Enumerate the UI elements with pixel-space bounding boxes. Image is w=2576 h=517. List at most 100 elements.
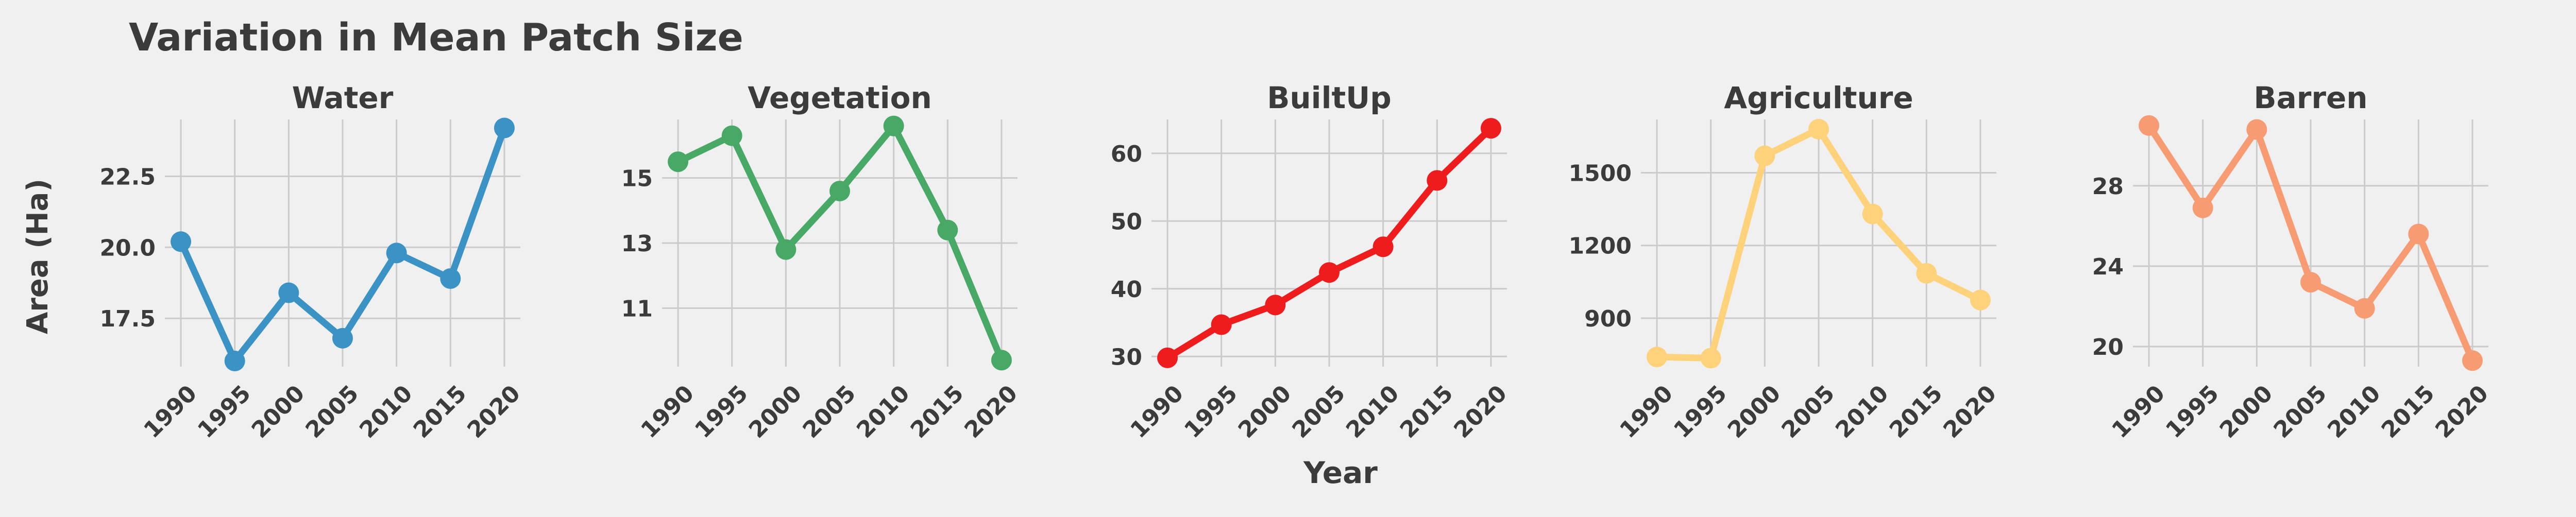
y-tick-label: 900 <box>1584 306 1632 332</box>
x-tick-label: 2005 <box>1776 380 1840 443</box>
x-tick-label: 2020 <box>462 380 526 443</box>
x-tick-label: 2005 <box>1287 380 1350 443</box>
data-point <box>1211 314 1232 335</box>
data-point <box>1862 203 1883 225</box>
x-tick-label: 1990 <box>1615 380 1678 443</box>
data-point <box>1372 236 1394 257</box>
data-point <box>1265 295 1286 316</box>
x-tick-label: 2015 <box>1885 380 1948 443</box>
x-tick-label: 1995 <box>690 380 753 443</box>
y-tick-label: 1500 <box>1569 161 1632 187</box>
panel-title: Barren <box>2253 80 2367 115</box>
x-tick-label: 1995 <box>1669 380 1732 443</box>
y-tick-label: 60 <box>1111 141 1142 167</box>
x-tick-label: 2000 <box>744 380 807 443</box>
x-tick-label: 2015 <box>409 380 472 443</box>
x-tick-label: 1990 <box>139 380 202 443</box>
y-tick-label: 22.5 <box>99 164 156 190</box>
chart-title: Variation in Mean Patch Size <box>129 15 743 60</box>
x-tick-label: 2000 <box>1723 380 1786 443</box>
data-point <box>1157 347 1178 368</box>
data-point <box>937 219 958 240</box>
x-tick-label: 1990 <box>636 380 699 443</box>
x-tick-label: 2010 <box>2323 380 2386 443</box>
data-point <box>775 239 796 260</box>
x-tick-label: 2010 <box>852 380 915 443</box>
data-point <box>440 268 461 289</box>
y-tick-label: 11 <box>621 296 653 322</box>
data-point <box>1754 145 1775 166</box>
data-point <box>2354 298 2375 319</box>
data-point <box>386 243 407 264</box>
x-tick-label: 2005 <box>2268 380 2332 443</box>
panel-title: BuiltUp <box>1267 80 1392 115</box>
data-point <box>494 117 515 139</box>
data-point <box>1808 118 1829 140</box>
data-point <box>829 180 850 201</box>
data-point <box>2192 197 2213 218</box>
y-tick-label: 30 <box>1111 344 1142 370</box>
y-tick-label: 24 <box>2092 254 2124 280</box>
x-tick-label: 2000 <box>1233 380 1297 443</box>
y-tick-label: 15 <box>621 166 653 192</box>
x-tick-label: 2010 <box>1341 380 1404 443</box>
x-tick-label: 2020 <box>959 380 1023 443</box>
x-tick-label: 2015 <box>1395 380 1459 443</box>
data-point <box>1647 347 1668 368</box>
data-point <box>2139 115 2160 136</box>
data-point <box>2408 223 2429 245</box>
x-tick-label: 2015 <box>906 380 969 443</box>
panel-title: Vegetation <box>748 80 932 115</box>
data-point <box>1427 170 1448 191</box>
panel-title: Agriculture <box>1724 80 1913 115</box>
data-point <box>883 115 904 136</box>
y-tick-label: 50 <box>1111 209 1142 235</box>
data-point <box>721 125 742 146</box>
y-tick-label: 1200 <box>1569 233 1632 260</box>
y-tick-label: 40 <box>1111 277 1142 303</box>
x-tick-label: 1990 <box>2107 380 2170 443</box>
x-tick-label: 2000 <box>247 380 310 443</box>
x-axis-label: Year <box>1303 455 1378 490</box>
chart-panels: Water199019952000200520102015202017.520.… <box>99 80 2494 443</box>
data-point <box>1700 348 1721 369</box>
data-point <box>224 350 245 371</box>
data-point <box>668 151 689 173</box>
data-point <box>1916 263 1937 284</box>
x-tick-label: 2020 <box>1938 380 2002 443</box>
x-tick-label: 1995 <box>1179 380 1243 443</box>
data-point <box>171 231 192 252</box>
x-tick-label: 2020 <box>2430 380 2494 443</box>
data-point <box>991 350 1012 371</box>
x-tick-label: 1990 <box>1125 380 1189 443</box>
data-point <box>2246 119 2267 140</box>
x-tick-label: 2005 <box>798 380 861 443</box>
data-point <box>1970 289 1991 311</box>
x-tick-label: 1995 <box>2161 380 2224 443</box>
x-tick-label: 2010 <box>1831 380 1894 443</box>
data-point <box>1480 118 1501 139</box>
y-axis-label: Area (Ha) <box>21 179 55 334</box>
y-tick-label: 17.5 <box>99 306 156 332</box>
x-tick-label: 2020 <box>1449 380 1512 443</box>
y-tick-label: 20 <box>2092 334 2124 360</box>
x-tick-label: 2000 <box>2215 380 2278 443</box>
x-tick-label: 2015 <box>2377 380 2440 443</box>
y-tick-label: 13 <box>621 231 653 257</box>
panel-title: Water <box>292 80 394 115</box>
x-tick-label: 2010 <box>354 380 418 443</box>
x-tick-label: 2005 <box>300 380 364 443</box>
y-tick-label: 20.0 <box>99 235 156 261</box>
data-point <box>2462 350 2483 371</box>
data-point <box>1319 262 1340 283</box>
y-tick-label: 28 <box>2092 174 2124 200</box>
x-tick-label: 1995 <box>193 380 256 443</box>
data-point <box>332 328 353 349</box>
